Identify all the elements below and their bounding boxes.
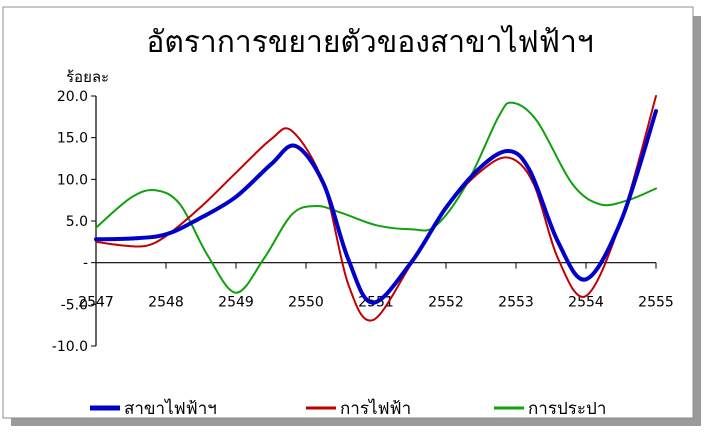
y-tick-label: 20.0	[57, 89, 88, 105]
y-tick-label: -	[83, 256, 88, 272]
y-tick-label: -10.0	[52, 339, 88, 355]
x-tick-label: 2555	[638, 295, 674, 311]
x-tick-label: 2550	[288, 295, 324, 311]
chart-title: อัตราการขยายตัวของสาขาไฟฟ้าฯ	[146, 24, 593, 60]
legend: สาขาไฟฟ้าฯ การไฟฟ้า การประปา	[90, 398, 606, 419]
series-line-1	[94, 109, 658, 305]
y-tick-label: 15.0	[57, 131, 88, 147]
x-tick-label: 2554	[568, 295, 604, 311]
series-line-2	[95, 95, 657, 322]
y-tick-label: 10.0	[57, 172, 88, 188]
y-tick-label: -5.0	[61, 297, 88, 313]
x-tick-label: 2547	[78, 295, 114, 311]
frame-border	[2, 6, 694, 419]
x-tick-label: 2548	[148, 295, 184, 311]
legend-label-2: การไฟฟ้า	[340, 398, 411, 419]
y-tick-label: 5.0	[66, 214, 88, 230]
legend-label-1: สาขาไฟฟ้าฯ	[124, 398, 217, 419]
series-line-3	[95, 101, 657, 294]
x-tick-label: 2552	[428, 295, 464, 311]
legend-label-3: การประปา	[528, 399, 606, 419]
y-unit-label: ร้อยละ	[66, 68, 109, 86]
x-tick-label: 2553	[498, 295, 534, 311]
x-tick-label: 2549	[218, 295, 254, 311]
series-lines	[94, 95, 658, 322]
